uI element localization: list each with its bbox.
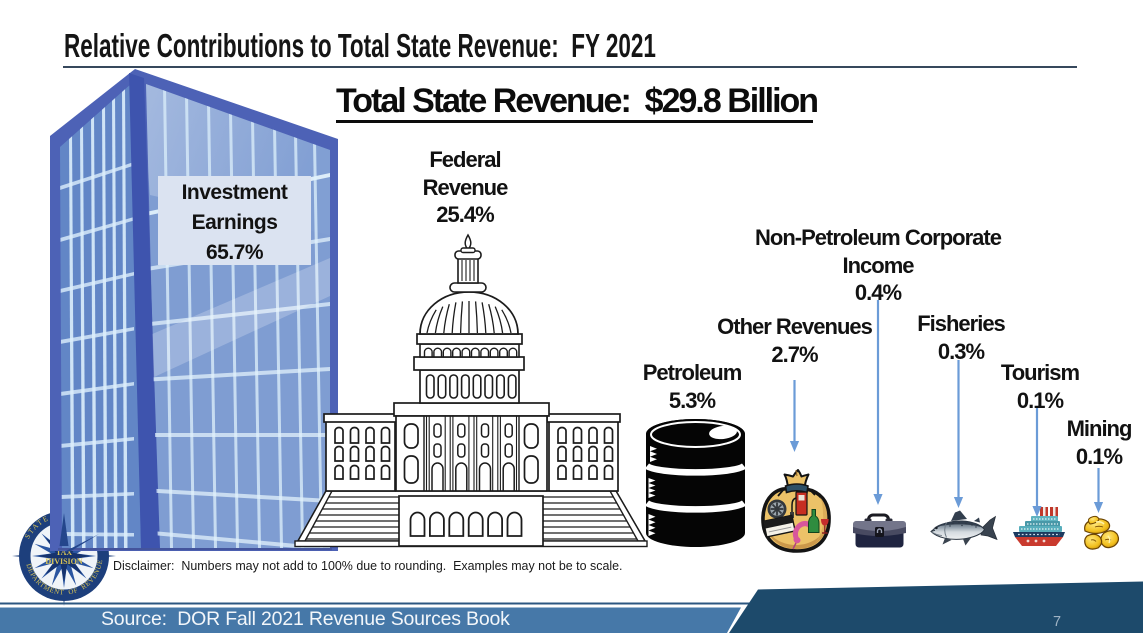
- svg-text:DIVISION: DIVISION: [45, 557, 83, 566]
